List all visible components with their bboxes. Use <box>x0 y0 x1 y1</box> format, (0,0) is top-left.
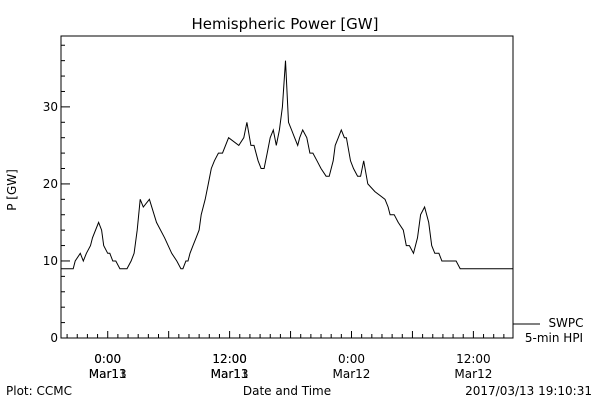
x-tick-label-time: 0:00 <box>94 352 121 366</box>
series-line-hpi <box>61 60 513 270</box>
plot-frame <box>60 35 514 339</box>
x-axis-label: Date and Time <box>243 384 331 398</box>
y-tick-label: 20 <box>43 177 58 191</box>
x-tick-label-time: 0:00 <box>338 352 365 366</box>
x-tick-label-date: Mar13 <box>89 367 127 381</box>
x-axis: 0:00Mar1112:00Mar110:00Mar1212:00Mar120:… <box>66 331 505 381</box>
y-axis-label: P [GW] <box>5 169 19 211</box>
legend-label-line2: 5-min HPI <box>525 331 583 345</box>
y-tick-label: 30 <box>43 100 58 114</box>
x-tick-label-date: Mar12 <box>454 367 492 381</box>
x-tick-label-time: 12:00 <box>212 352 247 366</box>
x-tick-label-date: Mar11 <box>89 367 127 381</box>
x-tick-label-date: Mar13 <box>211 367 249 381</box>
footer-timestamp: 2017/03/13 19:10:31 <box>465 384 592 398</box>
chart-title: Hemispheric Power [GW] <box>192 15 379 33</box>
x-tick-label-time: 12:00 <box>456 352 491 366</box>
y-tick-label: 10 <box>43 254 58 268</box>
x-tick-label-time: 0:00 <box>94 352 121 366</box>
legend: SWPC 5-min HPI <box>513 316 584 345</box>
footer-credit: Plot: CCMC <box>6 384 72 398</box>
legend-label-line1: SWPC <box>548 316 583 330</box>
x-tick-label-time: 12:00 <box>212 352 247 366</box>
x-tick-label-date: Mar12 <box>333 367 371 381</box>
x-tick-label-date: Mar11 <box>211 367 249 381</box>
y-axis: 0 10 20 30 <box>43 44 70 345</box>
y-tick-label: 0 <box>50 331 58 345</box>
